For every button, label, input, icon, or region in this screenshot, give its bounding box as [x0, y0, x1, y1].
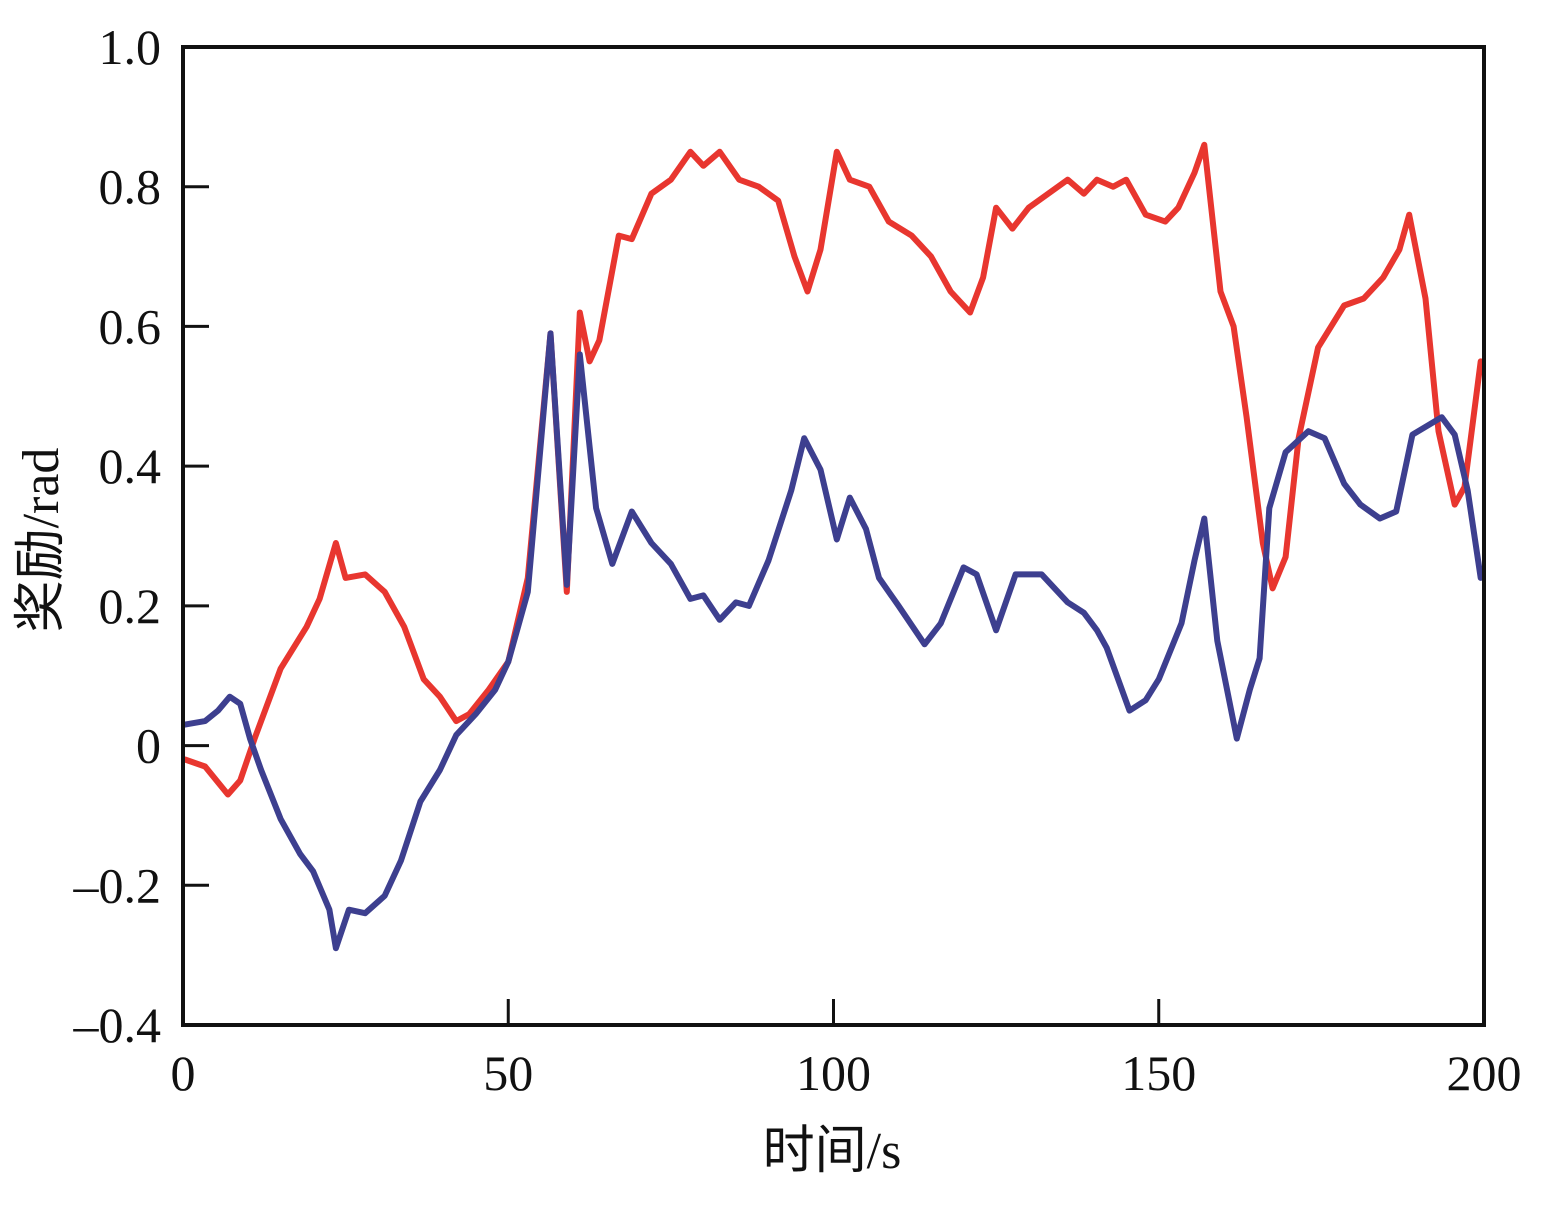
y-tick-label: –0.4: [73, 997, 162, 1053]
y-tick-label: 1.0: [99, 19, 162, 75]
x-tick-label: 50: [483, 1045, 533, 1101]
y-tick-label: 0.4: [99, 438, 162, 494]
x-tick-label: 150: [1121, 1045, 1196, 1101]
y-tick-label: –0.2: [73, 857, 162, 913]
y-axis-title: 奖励/rad: [13, 448, 70, 633]
series-line-1: [182, 141, 1484, 798]
x-tick-label: 200: [1447, 1045, 1522, 1101]
y-tick-label: 0.2: [99, 578, 162, 634]
y-tick-label: 0.6: [99, 298, 162, 354]
x-tick-label: 100: [796, 1045, 871, 1101]
x-tick-label: 0: [171, 1045, 196, 1101]
series-layer: [182, 141, 1484, 952]
series-line-2: [182, 330, 1484, 952]
x-axis-title: 时间/s: [763, 1123, 902, 1180]
y-tick-label: 0.8: [99, 159, 162, 215]
y-tick-label: 0: [136, 718, 161, 774]
ticks-layer: 0 50 100 150 200 –0.4 –0.2 0 0.2 0.4 0.6 0.8 1.0: [73, 19, 1522, 1101]
